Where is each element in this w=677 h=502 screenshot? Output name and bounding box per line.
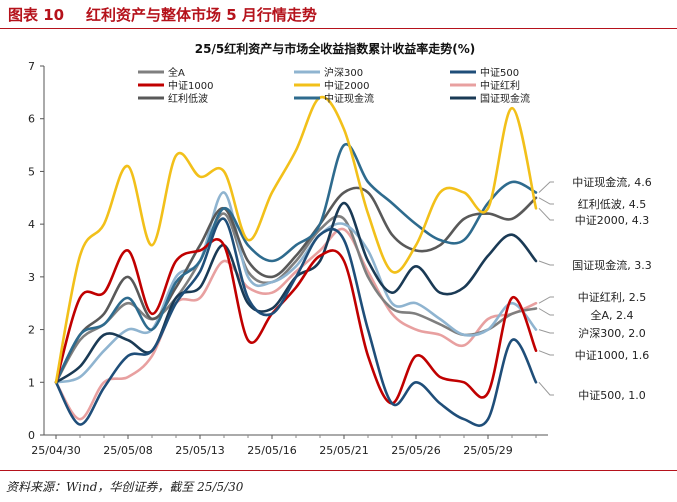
end-label-leader-6 <box>538 296 554 304</box>
legend-label-4: 中证1000 <box>168 79 213 92</box>
end-label-leader-9 <box>538 260 554 266</box>
legend-label-8: 中证现金流 <box>324 92 374 105</box>
legend-label-5: 中证2000 <box>324 79 369 92</box>
end-label-leader-2 <box>538 329 554 334</box>
y-tick-label: 4 <box>28 218 35 231</box>
figure-number: 图表 10 <box>8 6 65 24</box>
end-label-2: 沪深300, 2.0 <box>578 326 645 340</box>
footer-rule <box>0 470 677 471</box>
source-note: 资料来源：Wind，华创证券，截至 25/5/30 <box>6 480 244 494</box>
legend-label-6: 中证红利 <box>480 79 520 92</box>
x-tick-label: 25/05/13 <box>175 444 224 457</box>
series-line-2 <box>54 191 538 384</box>
legend-label-7: 红利低波 <box>168 92 208 105</box>
series-lines <box>54 95 538 427</box>
series-line-5 <box>54 95 538 384</box>
end-label-leader-1 <box>538 308 554 316</box>
x-tick-label: 25/05/29 <box>463 444 512 457</box>
x-tick-label: 25/05/26 <box>391 444 440 457</box>
series-line-3 <box>54 217 538 427</box>
end-label-1: 全A, 2.4 <box>590 308 633 322</box>
y-tick-label: 6 <box>28 113 35 126</box>
y-tick-label: 2 <box>28 324 35 337</box>
end-label-leader-4 <box>538 350 554 356</box>
y-tick-label: 3 <box>28 271 35 284</box>
figure-title: 红利资产与整体市场 5 月行情走势 <box>86 6 317 24</box>
series-line-6 <box>54 227 538 421</box>
chart-axes: 0 1 2 3 4 5 6 7 25/04/30 25/05/08 25/05/13 25/05/16… <box>28 60 548 457</box>
x-tick-label: 25/04/30 <box>31 444 80 457</box>
figure-header: 图表 10 红利资产与整体市场 5 月行情走势 <box>0 0 677 30</box>
y-tick-label: 0 <box>28 429 35 442</box>
line-chart: 25/5红利资产与市场全收益指数累计收益率走势(%) 0 1 2 3 4 5 6 7 25/04… <box>28 41 652 457</box>
end-label-9: 国证现金流, 3.3 <box>572 258 652 272</box>
legend-label-2: 沪深300 <box>324 66 363 79</box>
end-label-8: 中证现金流, 4.6 <box>572 175 652 189</box>
end-label-3: 中证500, 1.0 <box>578 389 645 402</box>
x-tick-label: 25/05/16 <box>247 444 296 457</box>
end-label-5: 中证2000, 4.3 <box>575 214 649 227</box>
header-rule <box>0 28 677 29</box>
x-tick-label: 25/05/21 <box>319 444 368 457</box>
series-line-8 <box>54 142 538 384</box>
series-line-4 <box>54 238 538 405</box>
end-labels: 中证现金流, 4.6 红利低波, 4.5 中证2000, 4.3 国证现金流, 3.3… <box>538 175 652 402</box>
end-label-7: 红利低波, 4.5 <box>578 198 647 211</box>
end-label-6: 中证红利, 2.5 <box>578 291 647 304</box>
legend-label-9: 国证现金流 <box>480 92 530 105</box>
series-line-7 <box>54 186 538 384</box>
y-tick-label: 5 <box>28 165 35 178</box>
end-label-leader-7 <box>538 197 554 205</box>
end-label-leader-5 <box>538 207 554 221</box>
end-label-leader-8 <box>538 181 554 193</box>
y-tick-label: 1 <box>28 376 35 389</box>
chart-title: 25/5红利资产与市场全收益指数累计收益率走势(%) <box>195 41 475 56</box>
legend-label-1: 全A <box>168 66 185 79</box>
end-label-4: 中证1000, 1.6 <box>575 349 649 362</box>
legend-label-3: 中证500 <box>480 66 519 79</box>
x-tick-label: 25/05/08 <box>103 444 152 457</box>
end-label-leader-3 <box>538 381 554 396</box>
y-tick-label: 7 <box>28 60 35 73</box>
